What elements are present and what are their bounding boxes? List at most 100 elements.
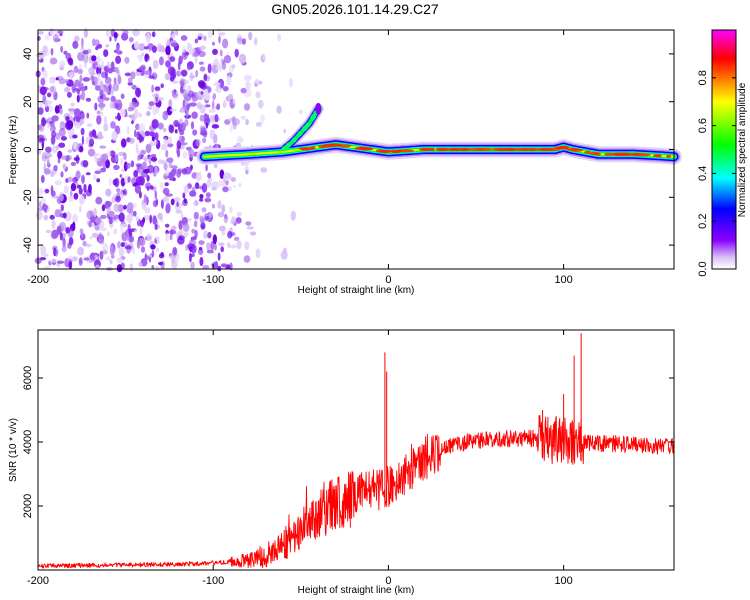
noise-blob	[120, 177, 126, 187]
noise-blob	[94, 222, 100, 231]
branch-blob	[281, 146, 287, 152]
noise-blob	[162, 196, 170, 203]
noise-blob	[181, 69, 188, 77]
noise-blob	[109, 259, 113, 265]
noise-blob	[158, 56, 164, 66]
noise-blob	[117, 75, 122, 85]
noise-blob	[220, 263, 228, 268]
noise-blob	[68, 260, 73, 270]
noise-blob	[129, 263, 133, 272]
y-tick-label: 20	[22, 96, 34, 108]
noise-blob	[59, 125, 64, 129]
noise-blob	[191, 228, 196, 234]
noise-blob	[246, 226, 254, 230]
noise-blob	[95, 196, 103, 205]
noise-blob	[106, 201, 113, 207]
noise-blob	[111, 215, 119, 223]
noise-blob	[176, 140, 182, 150]
noise-blob	[121, 32, 129, 41]
noise-blob	[116, 188, 121, 193]
noise-blob	[83, 257, 90, 261]
noise-blob	[103, 123, 109, 132]
noise-blob	[68, 71, 75, 79]
noise-blob	[86, 123, 93, 127]
noise-blob	[134, 229, 137, 233]
noise-blob	[141, 203, 147, 211]
noise-blob	[201, 224, 205, 229]
noise-blob	[146, 233, 153, 242]
noise-blob	[41, 204, 49, 211]
noise-blob	[63, 185, 69, 195]
noise-blob	[148, 101, 155, 107]
snr-ylabel: SNR (10 * v/v)	[8, 418, 19, 482]
snr-line	[37, 415, 675, 569]
noise-blob	[89, 71, 96, 76]
noise-blob	[95, 55, 102, 64]
noise-blob	[190, 244, 197, 254]
noise-blob	[193, 211, 199, 220]
noise-blob	[233, 236, 240, 241]
noise-blob	[168, 99, 173, 109]
noise-blob	[203, 231, 208, 236]
ridge-peak	[565, 147, 579, 151]
noise-blob	[116, 264, 123, 273]
noise-blob	[38, 200, 42, 208]
noise-blob	[101, 204, 106, 212]
noise-blob	[82, 77, 91, 82]
noise-blob	[171, 80, 179, 84]
noise-blob	[145, 32, 151, 43]
noise-blob	[62, 163, 66, 170]
noise-blob	[160, 143, 168, 151]
noise-blob	[171, 255, 175, 264]
noise-blob	[73, 157, 80, 161]
noise-blob	[130, 71, 136, 80]
noise-blob	[187, 65, 191, 71]
noise-blob	[151, 136, 155, 142]
noise-blob	[67, 195, 75, 202]
noise-blob	[188, 90, 194, 98]
noise-blob	[110, 61, 115, 72]
noise-blob	[52, 145, 58, 154]
noise-blob	[215, 143, 219, 147]
noise-blob	[82, 160, 89, 168]
noise-blob	[207, 231, 212, 239]
noise-blob	[60, 171, 64, 178]
noise-blob	[160, 83, 164, 88]
noise-blob	[111, 130, 118, 141]
noise-blob	[138, 58, 144, 63]
noise-blob	[237, 37, 243, 42]
noise-blob	[105, 159, 110, 169]
x-tick-label: -200	[27, 575, 49, 587]
noise-blob	[54, 105, 60, 114]
noise-blob	[110, 87, 115, 95]
noise-blob	[85, 243, 92, 248]
noise-blob	[115, 55, 122, 64]
noise-blob	[65, 78, 70, 84]
noise-blob	[127, 106, 135, 112]
noise-blob	[83, 28, 88, 38]
noise-blob	[184, 119, 189, 127]
noise-blob	[171, 33, 176, 40]
noise-blob	[61, 245, 67, 253]
noise-blob	[92, 38, 96, 47]
noise-blob	[123, 204, 127, 210]
noise-blob	[248, 31, 253, 41]
noise-blob	[57, 30, 64, 34]
noise-blob	[109, 245, 115, 256]
noise-blob	[50, 135, 56, 145]
noise-blob	[131, 113, 136, 122]
noise-blob	[77, 246, 84, 256]
noise-blob	[133, 170, 139, 178]
snr-panel: -200 -100 0 100 2000 4000 6000 Height of strai…	[8, 329, 675, 596]
noise-blob	[144, 53, 148, 63]
noise-blob	[57, 260, 65, 264]
noise-blob	[177, 235, 185, 240]
noise-blob	[198, 246, 203, 251]
noise-blob	[73, 108, 81, 118]
noise-blob	[262, 53, 266, 61]
noise-blob	[138, 43, 145, 51]
noise-blob	[124, 56, 130, 64]
noise-blob	[213, 82, 221, 87]
noise-blob	[45, 152, 53, 158]
noise-blob	[184, 114, 192, 119]
